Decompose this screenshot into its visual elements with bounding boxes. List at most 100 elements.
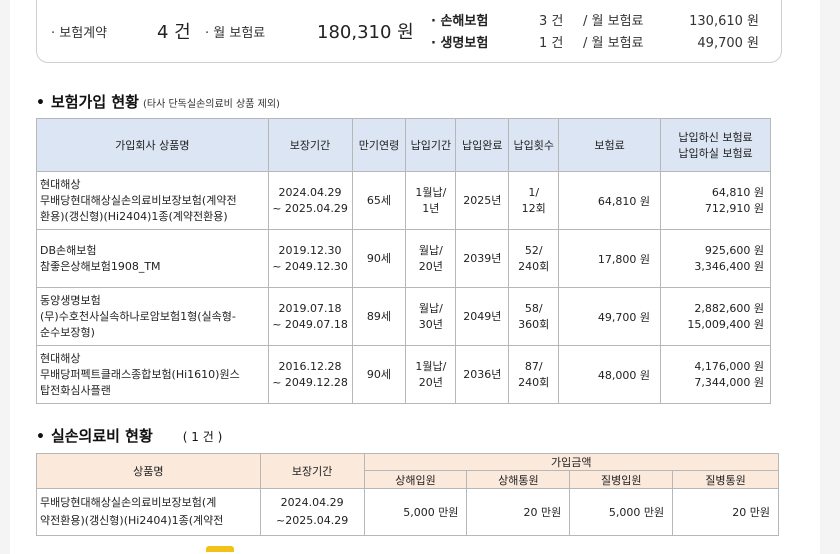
product-cell: 동양생명보험 (무)수호천사실속하나로암보험1형(실속형- 순수보장형) xyxy=(36,287,269,346)
pay-count-total: 12회 xyxy=(521,201,546,215)
topay-amount: 7,344,000 원 xyxy=(694,375,764,389)
nonlife-count: 3 건 xyxy=(539,14,564,29)
pay-years: 30년 xyxy=(418,317,443,331)
section-medical-title: • 실손의료비 현황 ( 1 건 ) xyxy=(36,425,222,446)
period-end: ~ 2025.04.29 xyxy=(272,201,348,215)
nonlife-label: · 손해보험 xyxy=(431,14,489,29)
pay-count-cell: 87/240회 xyxy=(508,345,560,404)
section-bullet: • xyxy=(36,429,45,445)
company-name: 현대해상 xyxy=(40,177,81,191)
medical-header-col4: 질병통원 xyxy=(672,470,779,489)
period-end: ~ 2049.07.18 xyxy=(272,317,348,331)
product-cell: 현대해상 무배당퍼펙트클래스종합보험(Hi1610)원스 탑전화심사플랜 xyxy=(36,345,269,404)
pay-cycle: 1월납/ xyxy=(415,359,447,373)
pay-count-total: 360회 xyxy=(518,317,550,331)
premium-cell: 64,810 원 xyxy=(558,171,662,230)
medical-header-col2: 상해통원 xyxy=(466,470,571,489)
paid-cell: 925,600 원 3,346,400 원 xyxy=(660,229,771,288)
period-cell: 2016.12.28 ~ 2049.12.28 xyxy=(267,345,353,404)
life-label: · 생명보험 xyxy=(431,36,489,51)
amount-cell: 20 만원 xyxy=(672,488,779,536)
age-cell: 65세 xyxy=(351,171,407,230)
topay-amount: 712,910 원 xyxy=(704,201,764,215)
pay-cycle: 월납/ xyxy=(418,243,443,257)
amount-cell: 20 만원 xyxy=(466,488,571,536)
product-name-line2: 약전환용)(갱신형)(Hi2404)1종(계약전 xyxy=(40,514,224,527)
insurance-table: 가입회사 상품명 보장기간 만기연령 납입기간 납입완료 납입횟수 보험료 납입… xyxy=(36,118,771,404)
section-insurance-heading: 보험가입 현황 xyxy=(50,93,139,111)
period-end: ~2025.04.29 xyxy=(276,514,349,527)
report-page: · 보험계약 4 건 · 월 보험료 180,310 원 · 손해보험 3 건 … xyxy=(10,0,820,554)
header-topay-label: 납입하실 보험료 xyxy=(678,147,753,160)
pay-cycle: 1월납/ xyxy=(415,185,447,199)
header-premium: 보험료 xyxy=(558,118,662,172)
section-insurance-title: • 보험가입 현황 (타사 단독실손의료비 상품 제외) xyxy=(36,91,280,112)
bottom-accent-mark xyxy=(206,546,234,552)
period-cell: 2024.04.29 ~ 2025.04.29 xyxy=(267,171,353,230)
premium-cell: 17,800 원 xyxy=(558,229,662,288)
topay-amount: 15,009,400 원 xyxy=(687,317,764,331)
amount-cell: 5,000 만원 xyxy=(363,488,468,536)
age-cell: 90세 xyxy=(351,229,407,288)
pay-count-cell: 52/240회 xyxy=(508,229,560,288)
table-row: 현대해상 무배당현대해상실손의료비보장보험(계약전 환용)(갱신형)(Hi2404)… xyxy=(36,171,771,230)
product-name-line1: 무배당현대해상실손의료비보장보험(계 xyxy=(40,496,217,509)
pay-done-cell: 2036년 xyxy=(455,345,510,404)
paid-amount: 2,882,600 원 xyxy=(694,301,764,315)
paid-amount: 64,810 원 xyxy=(711,185,764,199)
section-insurance-note: (타사 단독실손의료비 상품 제외) xyxy=(142,99,280,110)
pay-count-cell: 1/12회 xyxy=(508,171,560,230)
pay-years: 1년 xyxy=(422,201,440,215)
summary-card: · 보험계약 4 건 · 월 보험료 180,310 원 · 손해보험 3 건 … xyxy=(36,0,782,63)
insurance-table-header: 가입회사 상품명 보장기간 만기연령 납입기간 납입완료 납입횟수 보험료 납입… xyxy=(36,118,771,172)
product-name-line1: 무배당퍼펙트클래스종합보험(Hi1610)원스 xyxy=(40,367,240,381)
pay-count-done: 52/ xyxy=(524,243,543,257)
period-end: ~ 2049.12.30 xyxy=(272,259,348,273)
pay-years: 20년 xyxy=(418,375,443,389)
section-medical-count: ( 1 건 ) xyxy=(182,430,223,444)
monthly-label: · 월 보험료 xyxy=(205,26,266,41)
pay-count-done: 87/ xyxy=(524,359,543,373)
medical-header-col1: 상해입원 xyxy=(363,470,468,489)
company-name: DB손해보험 xyxy=(40,243,97,257)
period-start: 2019.12.30 xyxy=(278,243,342,257)
section-medical-heading: 실손의료비 현황 xyxy=(50,427,153,445)
product-name-line2: 탑전화심사플랜 xyxy=(40,383,111,397)
period-cell: 2019.07.18 ~ 2049.07.18 xyxy=(267,287,353,346)
medical-table: 상품명 보장기간 가입금액 상해입원 상해통원 질병입원 질병통원 무배당현대해… xyxy=(36,453,780,536)
period-start: 2016.12.28 xyxy=(278,359,342,373)
product-cell: 현대해상 무배당현대해상실손의료비보장보험(계약전 환용)(갱신형)(Hi2404)… xyxy=(36,171,269,230)
product-name-line2: 순수보장형) xyxy=(40,325,95,339)
period-end: ~ 2049.12.28 xyxy=(272,375,348,389)
topay-amount: 3,346,400 원 xyxy=(694,259,764,273)
pay-done-cell: 2025년 xyxy=(455,171,510,230)
product-name-line1: (무)수호천사실속하나로암보험1형(실속형- xyxy=(40,309,236,323)
pay-count-done: 58/ xyxy=(524,301,543,315)
period-start: 2024.04.29 xyxy=(280,496,344,509)
paid-cell: 4,176,000 원 7,344,000 원 xyxy=(660,345,771,404)
age-cell: 90세 xyxy=(351,345,407,404)
life-count: 1 건 xyxy=(539,36,564,51)
header-age: 만기연령 xyxy=(351,118,407,172)
header-product: 가입회사 상품명 xyxy=(36,118,269,172)
header-pay-count: 납입횟수 xyxy=(508,118,560,172)
paid-cell: 2,882,600 원 15,009,400 원 xyxy=(660,287,771,346)
pay-count-total: 240회 xyxy=(518,375,550,389)
header-pay-done: 납입완료 xyxy=(455,118,510,172)
table-row: 현대해상 무배당퍼펙트클래스종합보험(Hi1610)원스 탑전화심사플랜 2016.1… xyxy=(36,345,771,404)
product-name-line1: 참좋은상해보험1908_TM xyxy=(40,259,161,273)
period-cell: 2019.12.30 ~ 2049.12.30 xyxy=(267,229,353,288)
premium-cell: 49,700 원 xyxy=(558,287,662,346)
paid-amount: 4,176,000 원 xyxy=(694,359,764,373)
pay-cycle: 월납/ xyxy=(418,301,443,315)
pay-period-cell: 월납/20년 xyxy=(405,229,457,288)
pay-count-cell: 58/360회 xyxy=(508,287,560,346)
medical-header-group: 가입금액 xyxy=(363,453,780,471)
header-pay-period: 납입기간 xyxy=(405,118,457,172)
pay-count-total: 240회 xyxy=(518,259,550,273)
section-bullet: • xyxy=(36,95,45,111)
pay-period-cell: 1월납/20년 xyxy=(405,345,457,404)
